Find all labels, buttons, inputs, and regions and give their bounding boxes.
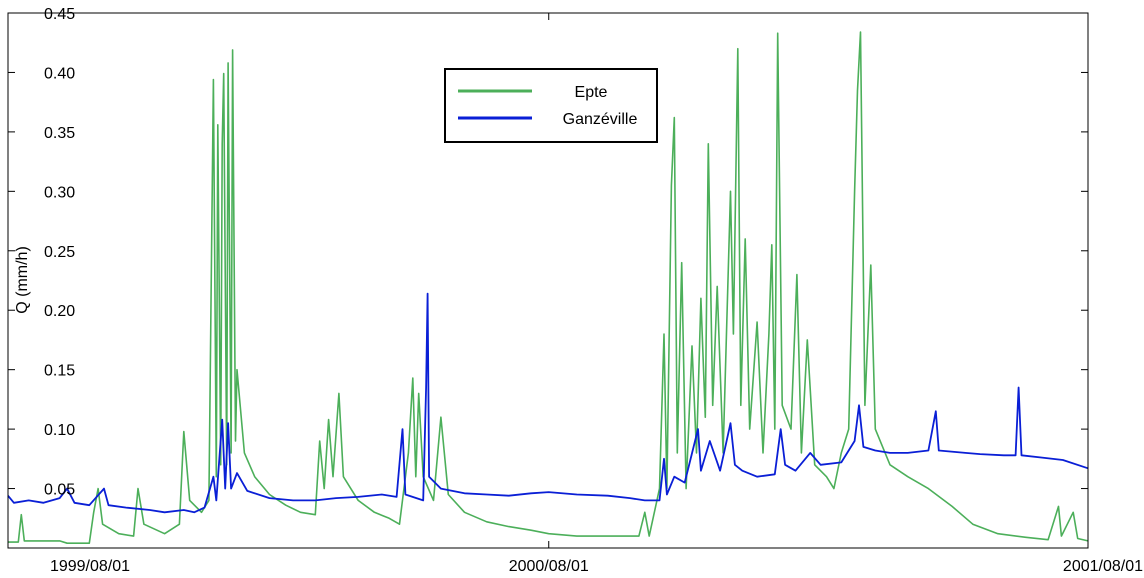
y-tick-label: 0.10 [44, 422, 75, 439]
x-tick-label: 2001/08/01 [1063, 558, 1143, 575]
plot-frame [7, 12, 1089, 549]
x-tick-label: 2000/08/01 [509, 558, 589, 575]
legend-label-ganzeville: Ganzéville [563, 111, 638, 128]
y-axis: 0.05 0.10 0.15 0.20 0.25 0.30 0.35 0.40 0.45 [8, 6, 1088, 499]
x-axis: 1999/08/01 2000/08/01 2001/08/01 [7, 13, 1143, 575]
legend-label-epte: Epte [575, 84, 608, 101]
y-tick-label: 0.40 [44, 65, 75, 82]
series-line-epte [8, 31, 1089, 544]
y-tick-label: 0.30 [44, 184, 75, 201]
legend: Epte Ganzéville [444, 68, 658, 143]
legend-box [444, 68, 658, 143]
y-tick-label: 0.25 [44, 244, 75, 261]
y-tick-label: 0.35 [44, 125, 75, 142]
y-tick-label: 0.05 [44, 482, 75, 499]
series-line-ganzeville [7, 292, 1089, 514]
x-tick-label: 1999/08/01 [50, 558, 130, 575]
y-tick-label: 0.45 [44, 6, 75, 23]
y-tick-label: 0.15 [44, 363, 75, 380]
series-layer [7, 31, 1089, 544]
y-tick-label: 0.20 [44, 303, 75, 320]
y-axis-title: Q (mm/h) [14, 246, 31, 314]
